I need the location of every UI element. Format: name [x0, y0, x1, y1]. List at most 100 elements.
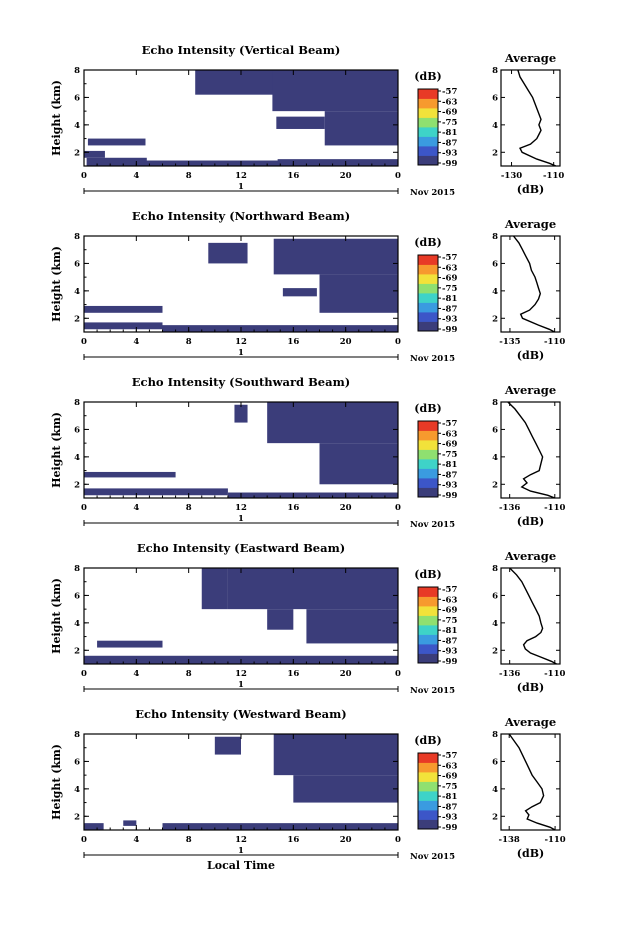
profile-y-tick-label: 2	[492, 480, 498, 490]
colorbar-segment	[418, 293, 438, 303]
echo-region	[84, 488, 228, 496]
profile-x-tick-label: -110	[543, 171, 564, 181]
panel-title: Echo Intensity (Westward Beam)	[135, 707, 346, 721]
date-month-label: Nov 2015	[410, 354, 455, 364]
colorbar-segment	[418, 459, 438, 469]
x-tick-label: 8	[186, 835, 192, 845]
x-tick-label: 12	[235, 337, 247, 347]
colorbar-tick-label: -57	[442, 585, 457, 595]
x-tick-label: 16	[287, 503, 299, 513]
colorbar-tick-label: -63	[442, 595, 457, 605]
profile-y-tick-label: 6	[492, 259, 498, 269]
colorbar-segment	[418, 781, 438, 792]
colorbar-tick-label: -87	[442, 636, 457, 646]
y-axis-label: Height (km)	[50, 246, 63, 322]
panel-title: Echo Intensity (Vertical Beam)	[142, 43, 341, 57]
echo-region	[123, 820, 137, 826]
y-tick-label: 6	[74, 591, 80, 601]
y-tick-label: 8	[74, 66, 80, 76]
x-tick-label: 20	[340, 171, 352, 181]
x-tick-label: 20	[340, 503, 352, 513]
colorbar-segment	[418, 321, 438, 332]
colorbar-tick-label: -63	[442, 761, 457, 771]
echo-region	[277, 159, 398, 166]
echo-region	[97, 640, 163, 648]
y-tick-label: 4	[74, 287, 80, 297]
profile-x-label: (dB)	[517, 515, 544, 528]
x-tick-label: 0	[395, 337, 401, 347]
profile-frame	[500, 235, 561, 333]
colorbar-segment	[418, 487, 438, 498]
profile-y-tick-label: 6	[492, 93, 498, 103]
y-tick-label: 2	[74, 480, 80, 490]
colorbar-tick-label: -99	[442, 657, 457, 667]
colorbar-tick-label: -69	[442, 108, 457, 118]
colorbar-segment	[418, 255, 438, 265]
colorbar-segment	[418, 762, 438, 773]
x-tick-label: 4	[133, 337, 139, 347]
profile-x-tick-label: -136	[499, 503, 520, 513]
x-tick-label: 4	[133, 835, 139, 845]
colorbar-segment	[418, 127, 438, 137]
echo-region	[195, 70, 281, 95]
colorbar-tick-label: -99	[442, 491, 457, 501]
y-tick-label: 6	[74, 259, 80, 269]
x-tick-label: 0	[395, 669, 401, 679]
colorbar-segment	[418, 800, 438, 811]
profile-y-tick-label: 4	[492, 453, 498, 463]
colorbar-tick-label: -81	[442, 626, 457, 636]
colorbar-unit: (dB)	[414, 568, 441, 581]
panel-title: Echo Intensity (Eastward Beam)	[137, 541, 345, 555]
profile-line	[507, 401, 556, 499]
colorbar-segment	[418, 449, 438, 460]
echo-region	[273, 238, 398, 275]
profile-line	[512, 235, 555, 333]
x-tick-label: 0	[81, 337, 87, 347]
colorbar-segment	[418, 89, 438, 99]
colorbar-segment	[418, 136, 438, 147]
x-tick-label: 0	[81, 171, 87, 181]
colorbar-tick-label: -87	[442, 802, 457, 812]
colorbar-frame	[417, 752, 439, 830]
colorbar-unit: (dB)	[414, 402, 441, 415]
x-tick-label: 16	[287, 835, 299, 845]
colorbar-segment	[418, 753, 438, 763]
colorbar-segment	[418, 653, 438, 664]
date-day-label: 1	[238, 348, 244, 358]
profile-x-tick-label: -138	[499, 835, 520, 845]
panel-title: Echo Intensity (Northward Beam)	[132, 209, 350, 223]
colorbar-unit: (dB)	[414, 236, 441, 249]
profile-frame	[500, 69, 561, 167]
echo-region	[162, 823, 398, 830]
y-tick-label: 6	[74, 425, 80, 435]
echo-region	[86, 157, 147, 166]
colorbar-tick-label: -99	[442, 823, 457, 833]
echo-region	[293, 775, 398, 803]
colorbar-segment	[418, 108, 438, 118]
colorbar-tick-label: -87	[442, 304, 457, 314]
profile-title: Average	[504, 51, 556, 65]
colorbar-segment	[418, 615, 438, 626]
y-tick-label: 6	[74, 757, 80, 767]
profile-y-tick-label: 2	[492, 314, 498, 324]
y-tick-label: 8	[74, 232, 80, 242]
colorbar-frame	[417, 88, 439, 166]
colorbar-segment	[418, 421, 438, 431]
colorbar-segment	[418, 772, 438, 782]
x-tick-label: 0	[395, 171, 401, 181]
x-tick-label: 0	[395, 835, 401, 845]
y-tick-label: 8	[74, 564, 80, 574]
colorbar-frame	[417, 420, 439, 498]
colorbar-segment	[418, 274, 438, 284]
colorbar-tick-label: -69	[442, 440, 457, 450]
echo-region	[227, 568, 398, 610]
colorbar-segment	[418, 634, 438, 645]
x-tick-label: 16	[287, 669, 299, 679]
colorbar-segment	[418, 264, 438, 275]
colorbar-segment	[418, 625, 438, 635]
date-day-label: 1	[238, 680, 244, 690]
colorbar-tick-label: -75	[442, 782, 457, 792]
colorbar-tick-label: -75	[442, 284, 457, 294]
date-day-label: 1	[238, 182, 244, 192]
